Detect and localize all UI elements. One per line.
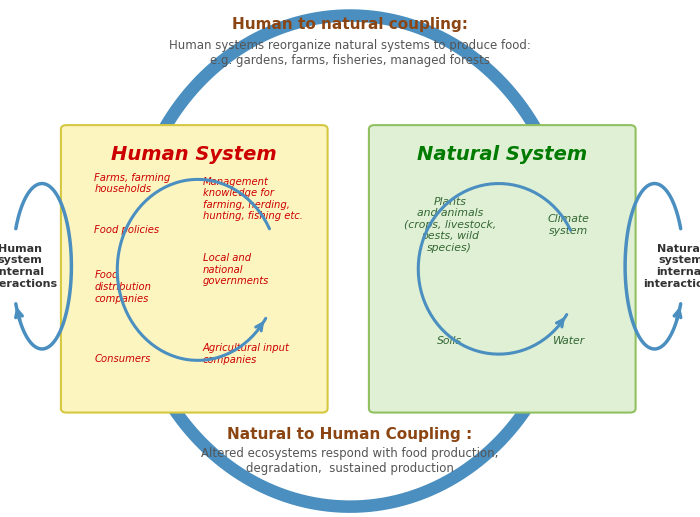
Text: Altered ecosystems respond with food production,
degradation,  sustained product: Altered ecosystems respond with food pro… [202, 447, 498, 475]
Text: Management
knowledge for
farming, herding,
hunting, fishing etc.: Management knowledge for farming, herdin… [203, 177, 303, 221]
Text: Human systems reorganize natural systems to produce food:
e.g. gardens, farms, f: Human systems reorganize natural systems… [169, 39, 531, 67]
Text: Food
distribution
companies: Food distribution companies [94, 270, 151, 303]
FancyBboxPatch shape [61, 125, 328, 413]
Text: Human to natural coupling:: Human to natural coupling: [232, 17, 468, 32]
Text: Consumers: Consumers [94, 354, 151, 364]
Text: Plants
and animals
(crops, livestock,
pests, wild
species): Plants and animals (crops, livestock, pe… [404, 196, 496, 253]
Text: Climate
system: Climate system [548, 214, 589, 236]
Text: Farms, farming
households: Farms, farming households [94, 173, 171, 194]
Text: Agricultural input
companies: Agricultural input companies [203, 343, 290, 365]
Text: Human System: Human System [111, 145, 277, 164]
Text: Natural to Human Coupling :: Natural to Human Coupling : [228, 427, 472, 442]
FancyBboxPatch shape [369, 125, 636, 413]
Text: Natural System: Natural System [417, 145, 587, 164]
Text: Soils: Soils [438, 336, 462, 346]
Text: Human
system
internal
interactions: Human system internal interactions [0, 244, 57, 288]
Text: Local and
national
governments: Local and national governments [203, 253, 270, 286]
Text: Water: Water [552, 336, 585, 346]
Text: Natural
system
internal
interactions: Natural system internal interactions [643, 244, 700, 288]
Text: Food policies: Food policies [94, 225, 160, 235]
